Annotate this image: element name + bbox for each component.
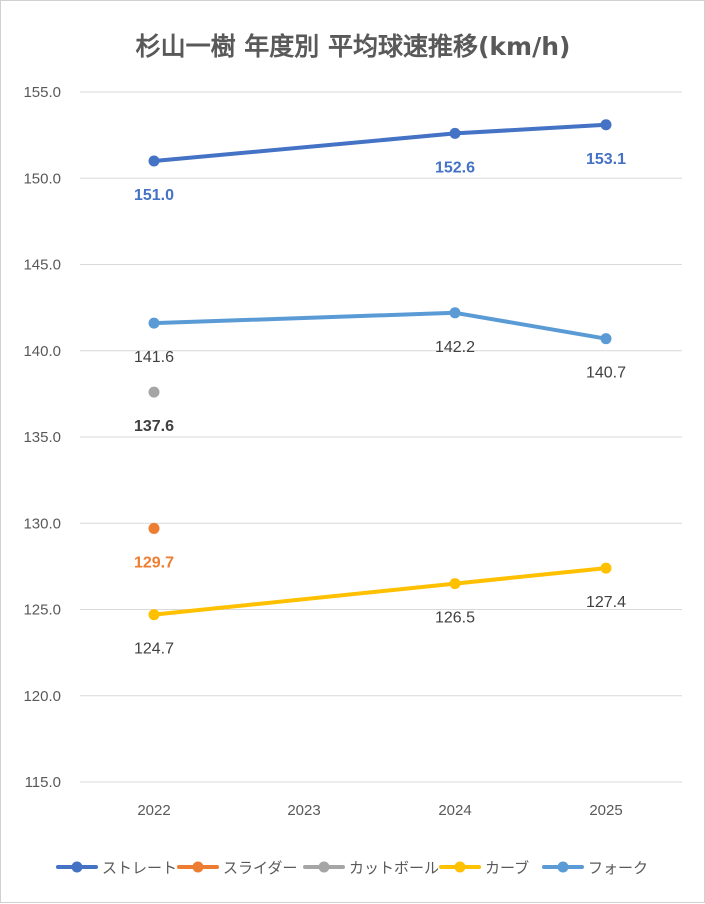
y-tick-label: 125.0 bbox=[23, 602, 61, 619]
data-label: 124.7 bbox=[134, 641, 174, 658]
series-group bbox=[148, 119, 612, 621]
data-point bbox=[600, 333, 612, 345]
data-label: 151.0 bbox=[134, 187, 174, 204]
data-label: 142.2 bbox=[435, 339, 475, 356]
chart-title: 杉山一樹 年度別 平均球速推移(km/h) bbox=[136, 32, 571, 61]
data-label: 127.4 bbox=[586, 594, 626, 611]
data-point bbox=[449, 307, 461, 319]
y-tick-label: 145.0 bbox=[23, 257, 61, 274]
gridlines bbox=[80, 91, 682, 783]
x-axis-ticks: 2022 2023 2024 2025 bbox=[137, 802, 622, 819]
legend[interactable]: ストレート スライダー カットボール カーブ フォーク bbox=[56, 859, 648, 877]
x-tick-label: 2022 bbox=[137, 802, 170, 819]
y-tick-label: 120.0 bbox=[23, 688, 61, 705]
legend-item[interactable]: カットボール bbox=[303, 859, 439, 877]
data-point bbox=[148, 609, 160, 621]
legend-label: ストレート bbox=[102, 859, 177, 877]
series-line-3 bbox=[152, 566, 608, 617]
y-tick-label: 115.0 bbox=[25, 774, 61, 791]
legend-item[interactable]: ストレート bbox=[56, 859, 177, 877]
x-tick-label: 2025 bbox=[589, 802, 622, 819]
legend-swatch-marker bbox=[557, 861, 569, 873]
data-point bbox=[449, 578, 461, 590]
data-label: 129.7 bbox=[134, 554, 174, 571]
data-point bbox=[600, 562, 612, 574]
legend-swatch-marker bbox=[454, 861, 466, 873]
legend-item[interactable]: フォーク bbox=[542, 859, 648, 877]
data-point bbox=[600, 119, 612, 131]
data-label: 126.5 bbox=[435, 610, 475, 627]
legend-swatch-marker bbox=[192, 861, 204, 873]
legend-label: カットボール bbox=[349, 859, 439, 877]
legend-item[interactable]: スライダー bbox=[177, 859, 297, 877]
data-label: 141.6 bbox=[134, 349, 174, 366]
data-label: 152.6 bbox=[435, 159, 475, 176]
data-point bbox=[148, 155, 160, 167]
y-tick-label: 150.0 bbox=[23, 170, 61, 187]
x-tick-label: 2024 bbox=[438, 802, 471, 819]
legend-label: カーブ bbox=[485, 859, 529, 877]
data-labels: 151.0 152.6 153.1 129.7 137.6 124.7 126.5 127.4… bbox=[134, 151, 626, 658]
legend-swatch-marker bbox=[71, 861, 83, 873]
data-point bbox=[449, 127, 461, 139]
y-tick-label: 155.0 bbox=[23, 84, 61, 101]
data-point bbox=[148, 522, 160, 534]
legend-item[interactable]: カーブ bbox=[439, 859, 529, 877]
legend-label: フォーク bbox=[588, 859, 648, 877]
series-line-0 bbox=[152, 122, 608, 163]
legend-label: スライダー bbox=[223, 859, 297, 877]
data-label: 140.7 bbox=[586, 365, 626, 382]
y-tick-label: 140.0 bbox=[23, 343, 61, 360]
data-point bbox=[148, 386, 160, 398]
y-axis-ticks: 155.0 150.0 145.0 140.0 135.0 130.0 125.0 120.0… bbox=[23, 84, 61, 791]
data-point bbox=[148, 317, 160, 329]
data-label: 137.6 bbox=[134, 418, 174, 435]
series-line-4 bbox=[152, 310, 608, 341]
x-tick-label: 2023 bbox=[287, 802, 320, 819]
y-tick-label: 135.0 bbox=[23, 429, 61, 446]
y-tick-label: 130.0 bbox=[23, 515, 61, 532]
legend-swatch-marker bbox=[318, 861, 330, 873]
data-label: 153.1 bbox=[586, 151, 626, 168]
